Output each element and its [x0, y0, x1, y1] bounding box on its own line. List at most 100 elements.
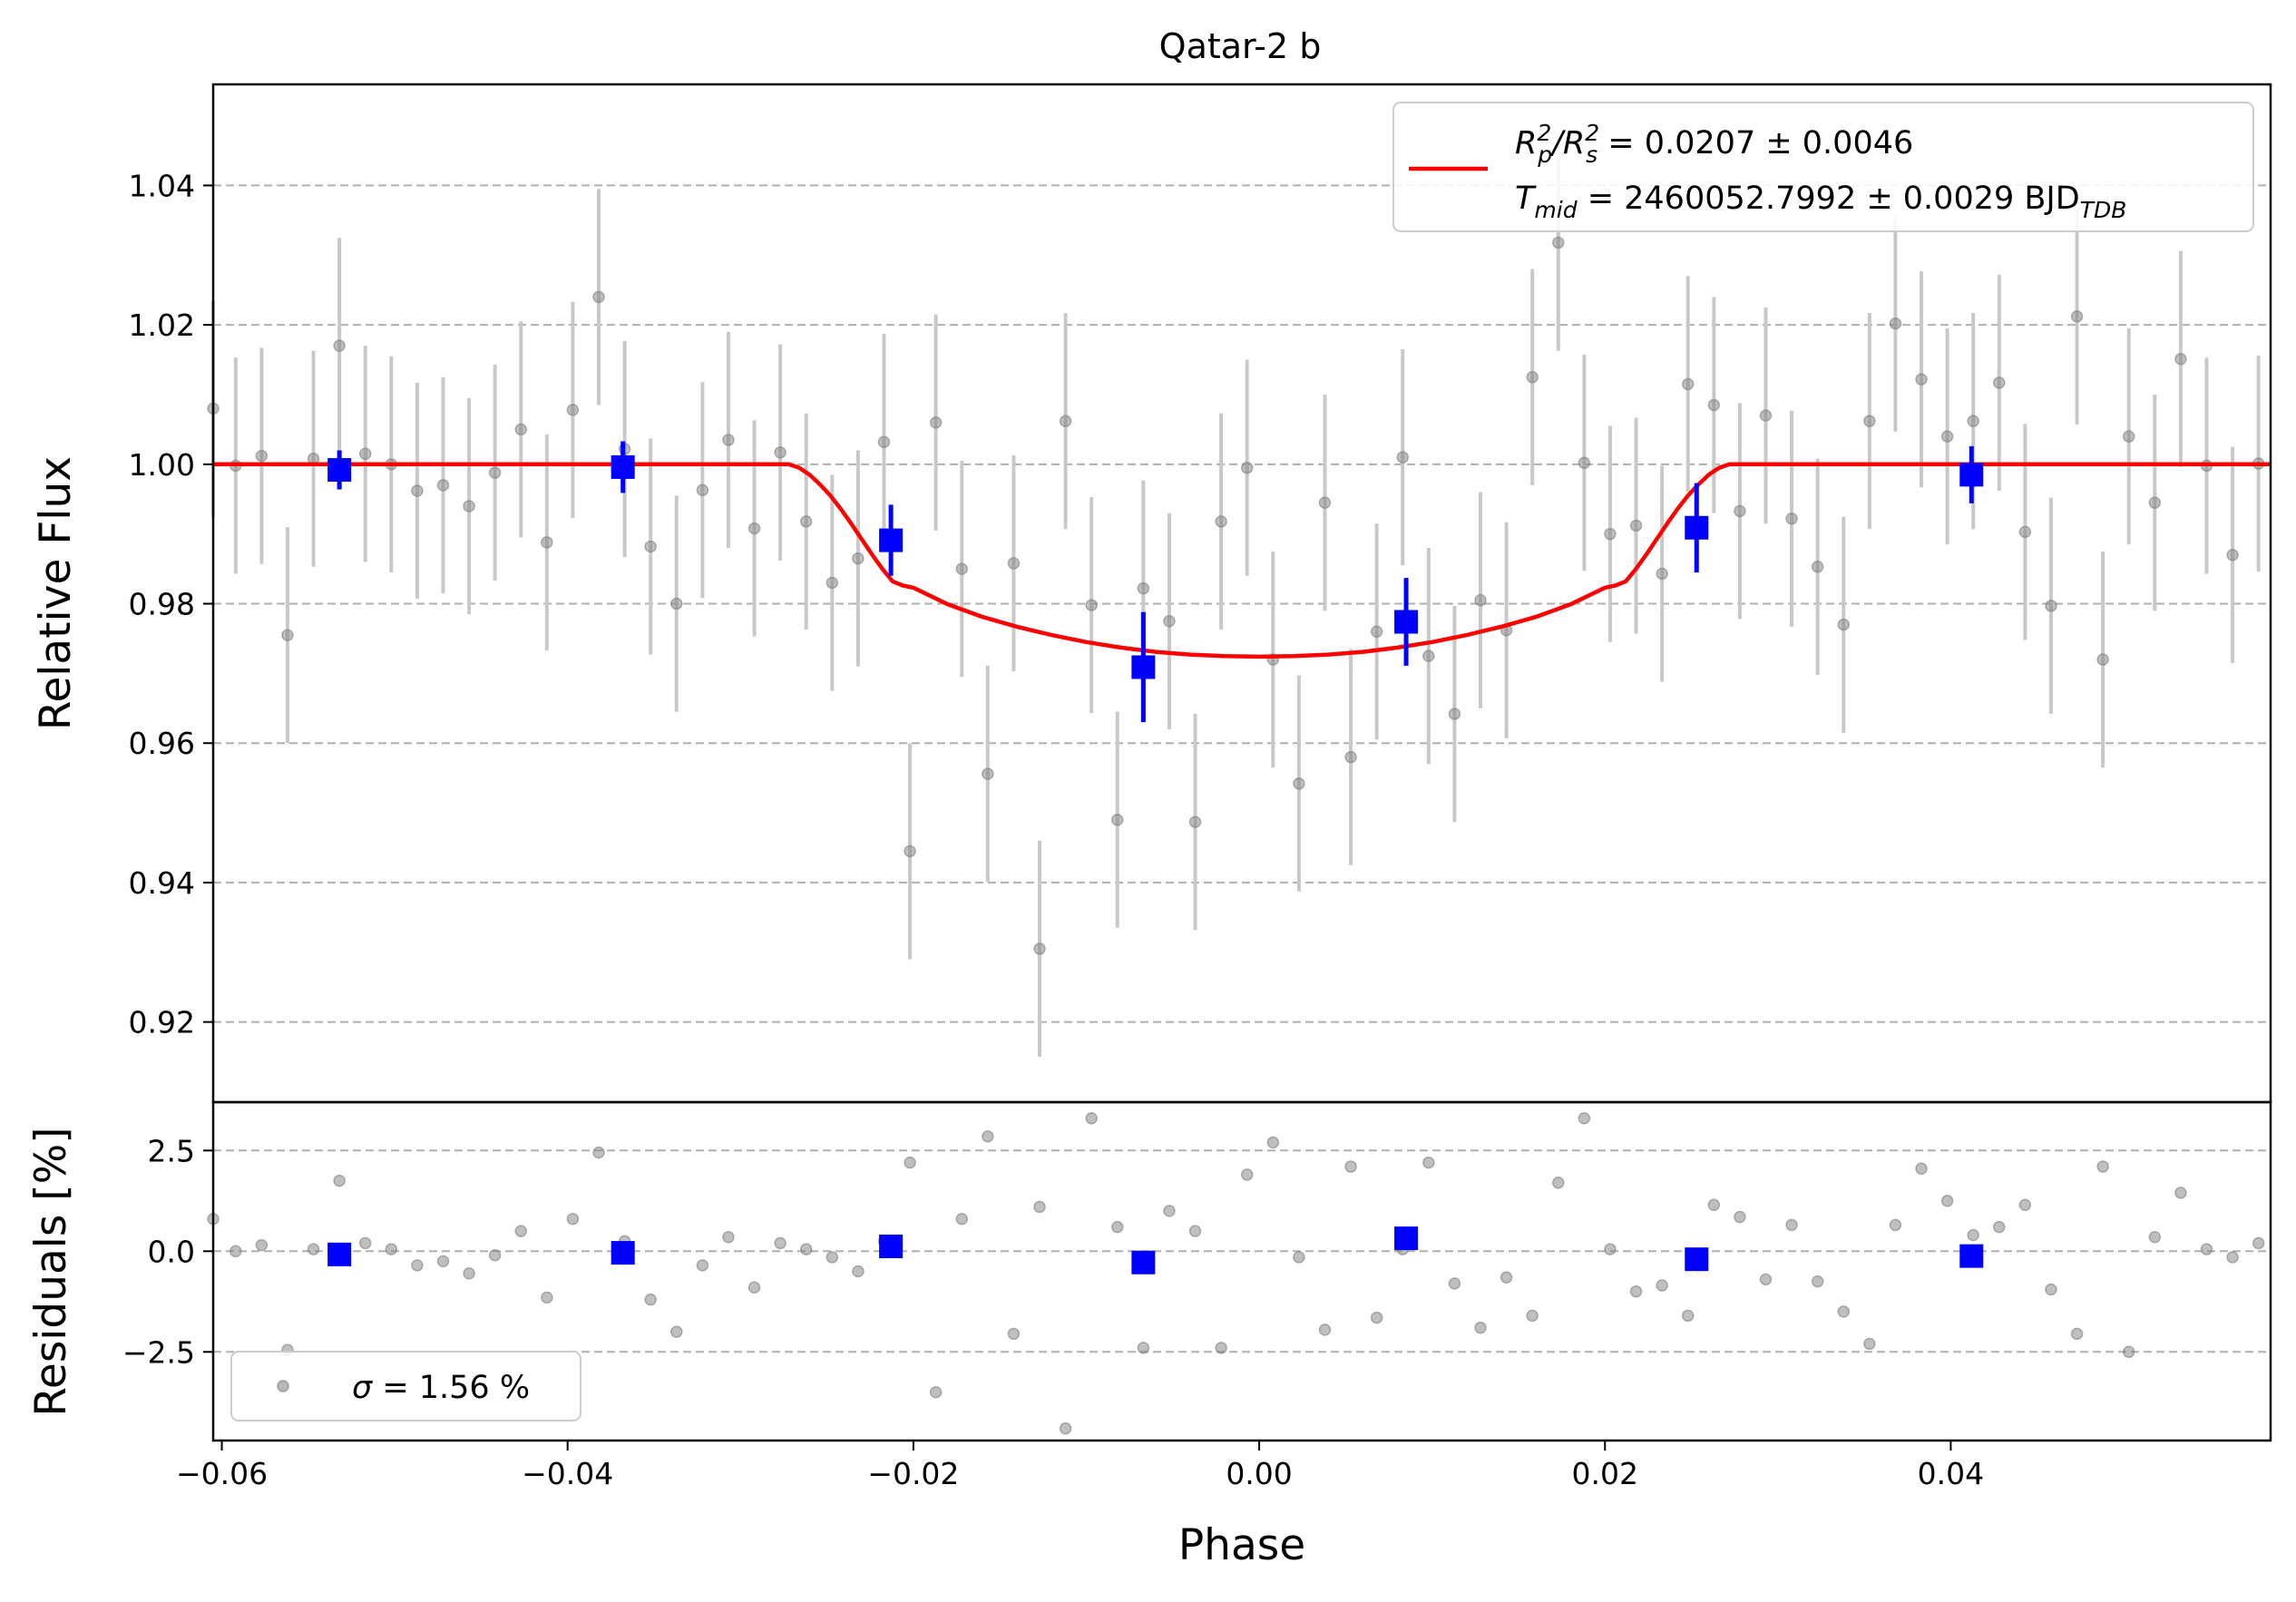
raw-data-point: [1863, 415, 1876, 427]
residual-point: [1085, 1112, 1098, 1125]
raw-data-point: [799, 515, 813, 528]
main-model-curve-group: [213, 462, 2271, 659]
binned-data-point: [611, 454, 635, 479]
raw-data-point: [2148, 496, 2162, 509]
residual-point: [1552, 1177, 1565, 1189]
residual-point: [514, 1225, 527, 1237]
residual-point: [1734, 1210, 1746, 1224]
residual-point: [774, 1236, 787, 1250]
residual-point: [1293, 1251, 1305, 1264]
raw-data-point: [1811, 561, 1824, 573]
main-ytick-label: 1.00: [129, 447, 195, 483]
residual-point: [1811, 1275, 1824, 1288]
binned-data-point: [1131, 655, 1156, 679]
legend-tmid-text: Tmid = 2460052.7992 ± 0.0029 BJDTDB: [1515, 181, 2126, 223]
raw-data-point: [1059, 415, 1072, 427]
xtick-label: −0.06: [176, 1456, 268, 1491]
main-ytick-label: 1.04: [129, 168, 195, 203]
binned-data-point: [1959, 463, 1984, 487]
residual-point: [1681, 1309, 1695, 1323]
residual-binned-point: [327, 1242, 352, 1266]
main-legend: R2 p/R2 s = 0.0207 ± 0.0046 Tmid = 2460052…: [1392, 102, 2254, 232]
chart-title: Qatar-2 b: [1159, 26, 1322, 66]
residual-point: [1111, 1220, 1124, 1234]
raw-data-point: [1604, 527, 1617, 541]
xtick-label: 0.04: [1918, 1456, 1984, 1491]
residual-point: [1604, 1243, 1617, 1255]
raw-data-point: [1344, 750, 1357, 764]
residual-point: [982, 1129, 994, 1143]
residual-binned-point: [1685, 1247, 1709, 1272]
residual-point: [747, 1281, 761, 1294]
raw-data-point: [1785, 513, 1798, 525]
residual-point: [566, 1213, 580, 1226]
main-y-axis-label: Relative Flux: [31, 456, 81, 730]
raw-data-point: [2070, 310, 2084, 323]
raw-data-point: [255, 449, 269, 463]
residual-point: [1370, 1311, 1383, 1324]
residual-point: [541, 1291, 553, 1304]
raw-data-point: [358, 447, 372, 461]
residual-point: [799, 1243, 813, 1255]
raw-data-point: [1215, 515, 1227, 528]
raw-data-point: [1163, 614, 1176, 628]
main-ytick-label: 0.94: [129, 865, 195, 901]
raw-data-point: [1526, 371, 1539, 384]
transit-model-curve: [213, 462, 2271, 659]
binned-data-point: [879, 528, 904, 552]
main-ytick-label: 0.92: [129, 1005, 195, 1040]
raw-data-point: [1188, 816, 1202, 828]
residual-point: [1266, 1136, 1280, 1149]
residual-point: [1889, 1218, 1902, 1232]
residual-point: [592, 1146, 605, 1159]
residual-point: [2096, 1160, 2109, 1173]
residual-point: [1033, 1200, 1046, 1214]
raw-data-point: [747, 522, 761, 535]
raw-data-point: [592, 290, 605, 304]
raw-data-point: [281, 629, 294, 641]
residual-binned-point: [1394, 1226, 1419, 1251]
raw-data-point: [877, 435, 891, 448]
residual-point: [904, 1156, 916, 1169]
raw-data-point: [1474, 593, 1487, 607]
residual-ytick-label: 2.5: [148, 1133, 195, 1168]
raw-data-point: [1137, 581, 1150, 595]
residual-point: [1629, 1285, 1643, 1298]
legend-sigma-text: σ = 1.56 %: [352, 1370, 530, 1406]
residual-point: [333, 1174, 346, 1187]
raw-data-point: [1759, 409, 1773, 422]
raw-data-point: [436, 479, 450, 492]
residual-panel-frame: [211, 1100, 2272, 1442]
raw-data-point: [463, 500, 475, 513]
residual-point: [2252, 1236, 2265, 1250]
raw-data-point: [2174, 353, 2187, 366]
raw-data-point: [1707, 398, 1721, 412]
residual-point: [1137, 1342, 1150, 1354]
residual-point: [411, 1259, 424, 1272]
residual-point: [385, 1243, 398, 1255]
residual-binned-point: [879, 1234, 904, 1258]
residual-point: [1656, 1279, 1668, 1292]
main-ytick-label: 0.96: [129, 726, 195, 761]
raw-data-point: [514, 423, 527, 436]
main-panel-yticks: 0.92 0.94 0.96 0.98 1.00 1.02 1.04: [129, 168, 213, 1040]
residual-point: [852, 1265, 865, 1278]
residual-point: [230, 1245, 242, 1258]
residual-point: [955, 1213, 968, 1226]
residual-binned-point: [1131, 1250, 1156, 1275]
x-axis-label: Phase: [1178, 1520, 1305, 1570]
residual-point: [1474, 1321, 1487, 1334]
raw-data-point: [1629, 519, 1643, 532]
residual-point: [1448, 1277, 1461, 1290]
raw-data-point: [826, 576, 839, 590]
raw-data-point: [1448, 708, 1461, 720]
raw-data-point: [1007, 557, 1021, 570]
main-binned-points: [327, 454, 1984, 679]
raw-data-point: [541, 536, 553, 549]
residual-point: [1915, 1162, 1928, 1176]
residual-point: [1240, 1168, 1254, 1181]
raw-data-point: [2018, 525, 2032, 539]
raw-data-point: [1993, 376, 2006, 389]
residual-binned-point: [1959, 1244, 1984, 1268]
